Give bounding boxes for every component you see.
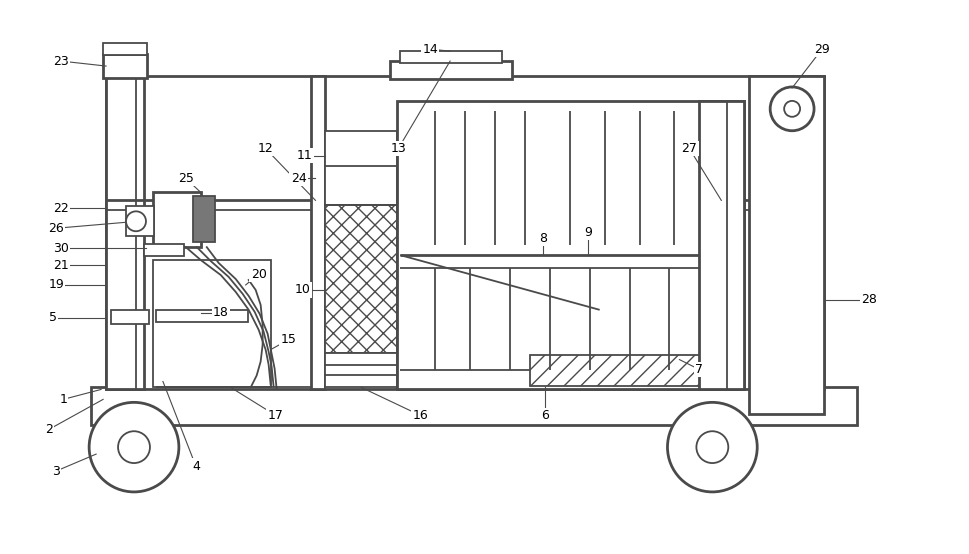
Text: 20: 20 bbox=[251, 268, 266, 280]
Text: 16: 16 bbox=[413, 409, 428, 422]
Bar bbox=[530, 355, 741, 387]
Text: 11: 11 bbox=[297, 149, 312, 162]
Bar bbox=[91, 387, 857, 425]
Circle shape bbox=[784, 101, 800, 117]
Text: 3: 3 bbox=[52, 464, 60, 478]
Bar bbox=[749, 76, 824, 414]
Bar bbox=[106, 357, 151, 389]
Bar bbox=[397, 101, 744, 389]
Text: 10: 10 bbox=[295, 284, 310, 296]
Bar bbox=[326, 206, 397, 352]
Bar bbox=[156, 310, 248, 322]
Text: 27: 27 bbox=[681, 142, 698, 155]
Bar bbox=[700, 101, 744, 389]
Text: 14: 14 bbox=[422, 43, 438, 55]
Bar bbox=[326, 352, 397, 389]
Text: 28: 28 bbox=[861, 294, 877, 306]
Bar bbox=[103, 43, 147, 55]
Bar bbox=[326, 131, 397, 206]
Bar bbox=[310, 76, 326, 389]
Text: 29: 29 bbox=[814, 43, 829, 55]
Text: 18: 18 bbox=[213, 306, 229, 319]
Text: 8: 8 bbox=[539, 232, 547, 245]
Bar bbox=[400, 51, 502, 63]
Text: 22: 22 bbox=[53, 202, 69, 215]
Text: 5: 5 bbox=[49, 311, 57, 324]
Text: 4: 4 bbox=[192, 460, 200, 473]
Circle shape bbox=[770, 87, 814, 131]
Bar bbox=[106, 76, 144, 389]
Text: 2: 2 bbox=[46, 423, 53, 436]
Bar bbox=[103, 54, 147, 78]
Bar bbox=[193, 197, 215, 242]
Bar bbox=[153, 192, 201, 247]
Bar bbox=[111, 310, 149, 324]
Bar bbox=[106, 76, 824, 389]
Text: 24: 24 bbox=[291, 172, 306, 185]
Text: 7: 7 bbox=[696, 363, 703, 376]
Circle shape bbox=[126, 211, 146, 231]
Text: 30: 30 bbox=[53, 242, 69, 255]
Text: 21: 21 bbox=[53, 259, 69, 271]
Bar bbox=[687, 357, 733, 389]
Circle shape bbox=[697, 431, 729, 463]
Bar bbox=[391, 61, 512, 79]
Circle shape bbox=[118, 431, 150, 463]
Circle shape bbox=[668, 402, 757, 492]
Text: 23: 23 bbox=[53, 55, 69, 68]
Text: 15: 15 bbox=[281, 333, 297, 346]
Bar bbox=[144, 244, 184, 256]
Text: 12: 12 bbox=[258, 142, 273, 155]
Circle shape bbox=[89, 402, 179, 492]
Text: 26: 26 bbox=[48, 222, 64, 235]
Bar bbox=[153, 260, 270, 387]
Text: 9: 9 bbox=[583, 225, 592, 239]
Text: 13: 13 bbox=[391, 142, 406, 155]
Text: 6: 6 bbox=[541, 409, 548, 422]
Text: 1: 1 bbox=[59, 393, 67, 406]
Text: 17: 17 bbox=[267, 409, 284, 422]
Text: 19: 19 bbox=[48, 279, 64, 291]
Bar bbox=[126, 206, 154, 236]
Text: 25: 25 bbox=[178, 172, 194, 185]
